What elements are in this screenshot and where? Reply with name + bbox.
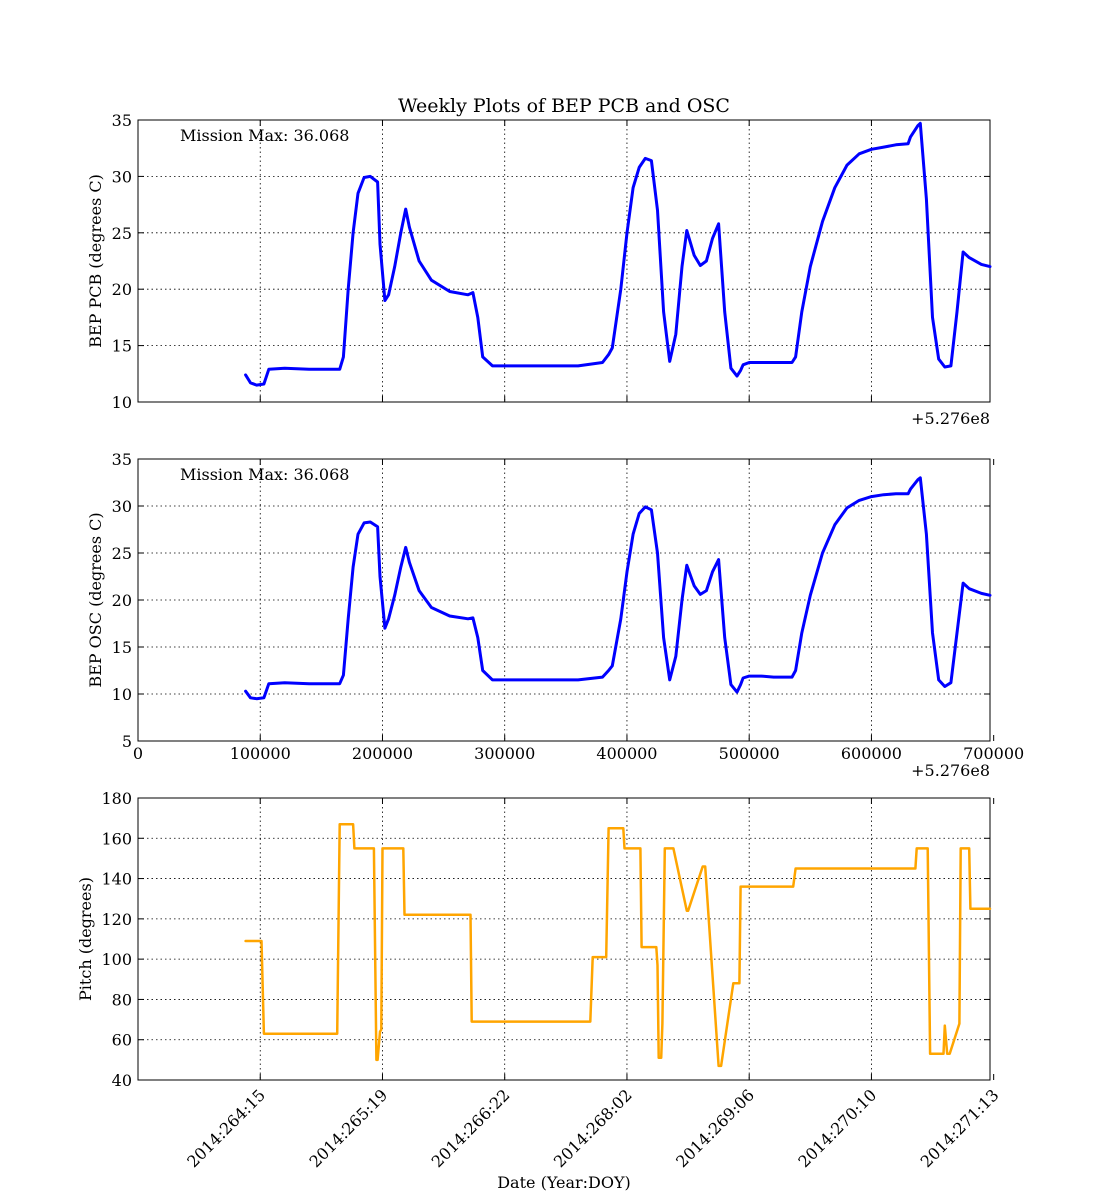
pcb-grid: [138, 120, 990, 402]
pitch-ytick-label-40: 40: [112, 1071, 132, 1090]
pitch-xtick-label-4: 2014:269:06: [672, 1085, 758, 1171]
osc-series-line-0: [244, 476, 992, 701]
osc-xtick-label-2: 200000: [352, 744, 413, 763]
pcb-series-group: [244, 121, 992, 387]
pitch-series-line-0: [244, 822, 992, 1068]
pitch-ytick-label-140: 140: [101, 870, 132, 889]
osc-xtick-label-7: 700000: [963, 744, 1024, 763]
osc-ytick-label-5: 5: [122, 732, 132, 751]
osc-ytick-label-15: 15: [112, 638, 132, 657]
osc-xtick-label-1: 100000: [230, 744, 291, 763]
osc-ytick-label-20: 20: [112, 591, 132, 610]
osc-xtick-label-5: 500000: [719, 744, 780, 763]
pcb-y-axis-label: BEP PCB (degrees C): [86, 174, 105, 348]
pitch-x-axis-label: Date (Year:DOY): [497, 1173, 631, 1192]
pitch-ytick-label-160: 160: [101, 829, 132, 848]
pitch-ticks: 40 60 80 100 120 140 160 180 2014:264:15 2014:265…: [101, 789, 1002, 1171]
osc-axes-frame: [137, 458, 991, 742]
pcb-offset-label: +5.276e8: [911, 409, 990, 428]
pitch-axes-frame: [137, 797, 991, 1081]
pitch-y-axis-label: Pitch (degrees): [76, 877, 95, 1001]
pitch-ytick-label-80: 80: [112, 990, 132, 1009]
osc-y-axis-label: BEP OSC (degrees C): [86, 512, 105, 687]
pcb-mission-max-annotation: Mission Max: 36.068: [180, 126, 349, 145]
osc-xtick-label-4: 400000: [596, 744, 657, 763]
pcb-ytick-label-20: 20: [112, 280, 132, 299]
pitch-xtick-label-3: 2014:268:02: [550, 1085, 636, 1171]
osc-ytick-label-25: 25: [112, 544, 132, 563]
osc-ytick-label-30: 30: [112, 497, 132, 516]
osc-ytick-label-10: 10: [112, 685, 132, 704]
pitch-xtick-label-0: 2014:264:15: [183, 1085, 269, 1171]
osc-ticks: 5 10 15 20 25 30 35 0 100000 200000 300000 400000 50…: [112, 450, 1025, 763]
pcb-ytick-label-15: 15: [112, 337, 132, 356]
pcb-ticks: 10 15 20 25 30 35: [112, 111, 990, 412]
pitch-xtick-label-5: 2014:270:10: [794, 1085, 880, 1171]
pcb-ytick-label-25: 25: [112, 224, 132, 243]
pcb-ytick-label-10: 10: [112, 393, 132, 412]
osc-grid: [138, 459, 990, 741]
osc-offset-label: +5.276e8: [911, 761, 990, 780]
osc-xtick-label-0: 0: [133, 744, 143, 763]
pcb-ytick-label-30: 30: [112, 167, 132, 186]
pcb-axes-frame: [137, 119, 991, 403]
pitch-ytick-label-120: 120: [101, 910, 132, 929]
pitch-panel: 40 60 80 100 120 140 160 180 2014:264:15 2014:265…: [76, 789, 1002, 1192]
pitch-xtick-label-1: 2014:265:19: [305, 1085, 391, 1171]
pcb-ytick-label-35: 35: [112, 111, 132, 130]
pcb-series-line-0: [244, 121, 992, 387]
figure-title: Weekly Plots of BEP PCB and OSC: [398, 95, 730, 117]
osc-temperature-panel: 5 10 15 20 25 30 35 0 100000 200000 300000 400000 50…: [86, 450, 1024, 780]
pitch-xtick-label-2: 2014:266:22: [428, 1085, 514, 1171]
osc-mission-max-annotation: Mission Max: 36.068: [180, 465, 349, 484]
pitch-xtick-label-6: 2014:271:13: [917, 1085, 1003, 1171]
osc-xtick-label-3: 300000: [474, 744, 535, 763]
pcb-temperature-panel: 10 15 20 25 30 35 Mission Max: 36.068 +5.276e…: [86, 111, 992, 428]
pitch-ytick-label-180: 180: [101, 789, 132, 808]
osc-xtick-label-6: 600000: [841, 744, 902, 763]
pitch-series-group: [244, 822, 992, 1068]
pitch-ytick-label-100: 100: [101, 950, 132, 969]
pitch-ytick-label-60: 60: [112, 1031, 132, 1050]
osc-ytick-label-35: 35: [112, 450, 132, 469]
osc-series-group: [244, 476, 992, 701]
pitch-grid: [138, 798, 990, 1080]
